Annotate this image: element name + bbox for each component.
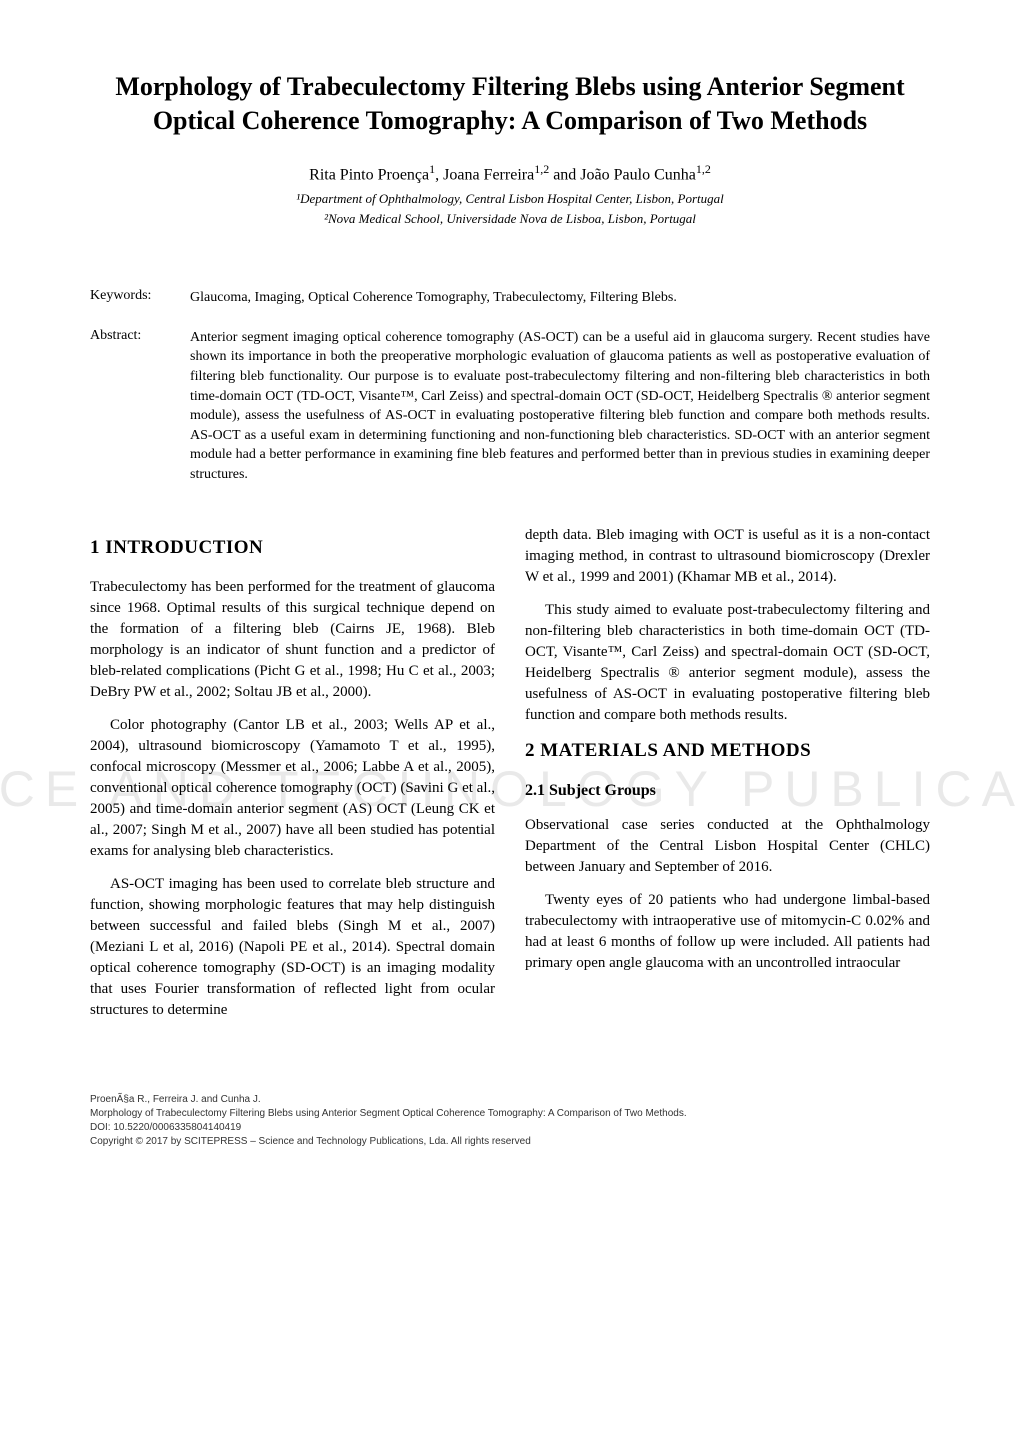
footer-line-3: DOI: 10.5220/0006335804140419 (90, 1121, 930, 1135)
keywords-label: Keywords: (90, 288, 190, 308)
methods-para-2: Twenty eyes of 20 patients who had under… (525, 890, 930, 974)
keywords-text: Glaucoma, Imaging, Optical Coherence Tom… (190, 288, 930, 308)
affiliations-block: ¹Department of Ophthalmology, Central Li… (90, 190, 930, 228)
left-column: 1 INTRODUCTION Trabeculectomy has been p… (90, 525, 495, 1034)
affiliation-1: ¹Department of Ophthalmology, Central Li… (90, 190, 930, 208)
authors-line: Rita Pinto Proença1, Joana Ferreira1,2 a… (90, 162, 930, 184)
section-1-heading: 1 INTRODUCTION (90, 535, 495, 562)
footer-line-1: ProenÃ§a R., Ferreira J. and Cunha J. (90, 1093, 930, 1107)
affiliation-2: ²Nova Medical School, Universidade Nova … (90, 210, 930, 228)
footer-line-4: Copyright © 2017 by SCITEPRESS – Science… (90, 1135, 930, 1149)
right-lead-para-1: depth data. Bleb imaging with OCT is use… (525, 525, 930, 588)
paper-title: Morphology of Trabeculectomy Filtering B… (90, 70, 930, 138)
methods-para-1: Observational case series conducted at t… (525, 815, 930, 878)
right-lead-para-2: This study aimed to evaluate post-trabec… (525, 600, 930, 726)
keywords-section: Keywords: Glaucoma, Imaging, Optical Coh… (90, 288, 930, 308)
intro-para-2: Color photography (Cantor LB et al., 200… (90, 715, 495, 862)
abstract-text: Anterior segment imaging optical coheren… (190, 328, 930, 485)
page-footer: ProenÃ§a R., Ferreira J. and Cunha J. Mo… (90, 1093, 930, 1149)
intro-para-1: Trabeculectomy has been performed for th… (90, 577, 495, 703)
intro-para-3: AS-OCT imaging has been used to correlat… (90, 874, 495, 1021)
abstract-label: Abstract: (90, 328, 190, 485)
right-column: depth data. Bleb imaging with OCT is use… (525, 525, 930, 1034)
abstract-section: Abstract: Anterior segment imaging optic… (90, 328, 930, 485)
section-2-heading: 2 MATERIALS AND METHODS (525, 738, 930, 765)
subsection-21-heading: 2.1 Subject Groups (525, 780, 930, 802)
footer-line-2: Morphology of Trabeculectomy Filtering B… (90, 1107, 930, 1121)
body-columns: SCIENCE AND TECHNOLOGY PUBLICATIONS 1 IN… (90, 525, 930, 1034)
